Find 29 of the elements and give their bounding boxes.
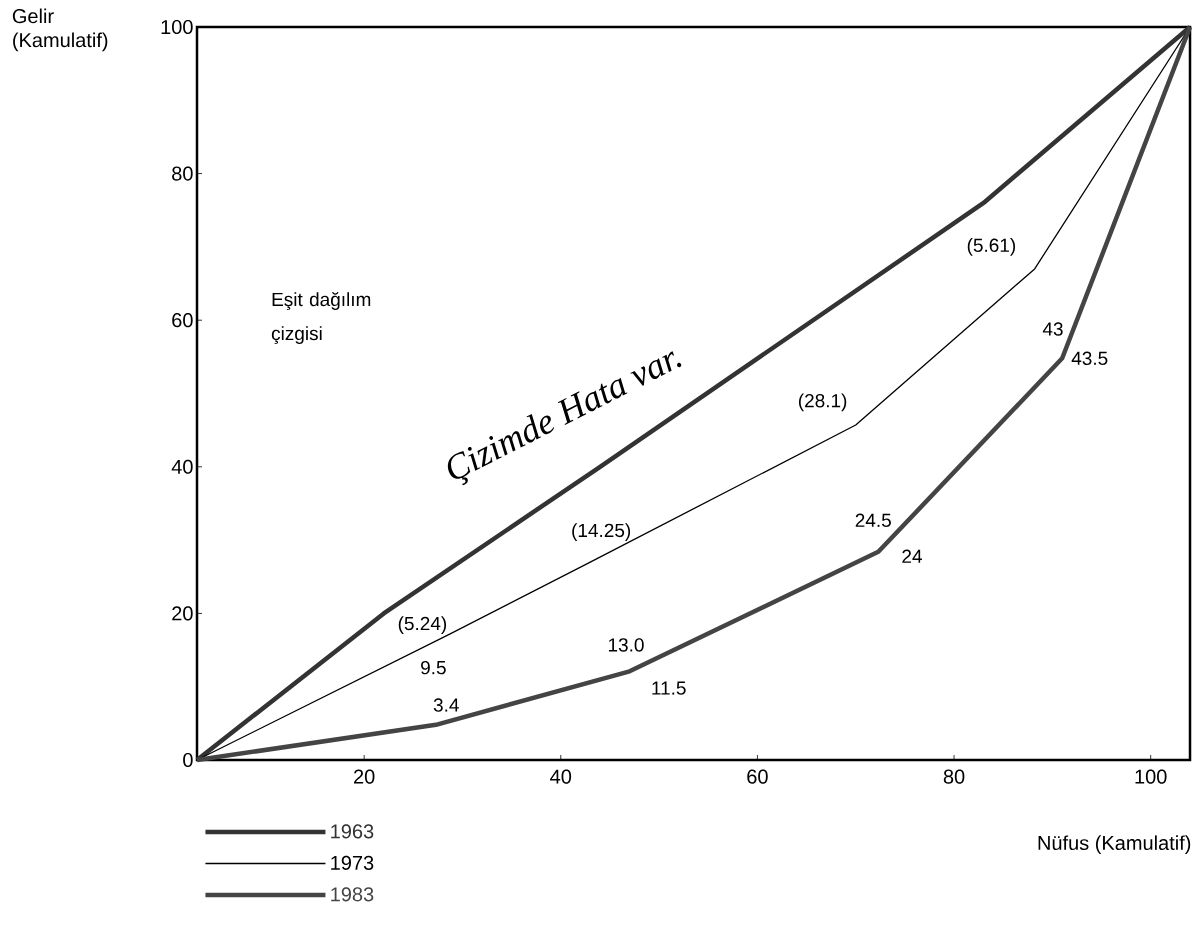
annotation: (5.24) [398,616,447,634]
x-tick-label: 40 [550,769,572,784]
annotation: 11.5 [652,681,686,695]
y-axis-title: Gelir (Kamulatif) [12,8,108,52]
text: 1983 [331,887,374,902]
annotation: 9.5 [421,660,446,675]
annotation: (14.25) [572,523,631,541]
y-tick-label: 100 [161,19,193,35]
annotation: 3.4 [433,698,459,712]
text: 1963 [331,824,374,839]
annotation: (5.61) [967,238,1016,256]
x-axis-title: Nüfus (Kamulatif) [1038,835,1191,855]
y-tick-label: 40 [171,459,193,474]
annotation: 43.5 [1071,351,1108,366]
x-tick-label: 100 [1135,769,1167,784]
y-tick-label: 0 [183,752,193,768]
annotation: 24.5 [855,513,891,528]
y-tick-label: 20 [172,606,193,621]
annotation: 13.0 [608,638,644,652]
x-tick-label: 80 [943,769,965,784]
y-tick-label: 80 [172,166,193,181]
annotation: (28.1) [798,393,847,412]
annotation: 24 [902,549,922,563]
annotation: Eşit dağılım çizgisi [271,291,371,345]
x-tick-label: 20 [354,769,375,784]
text: 1973 [331,855,374,870]
y-tick-label: 60 [172,313,193,328]
x-tick-label: 60 [747,769,768,784]
annotation: 43 [1042,322,1063,336]
